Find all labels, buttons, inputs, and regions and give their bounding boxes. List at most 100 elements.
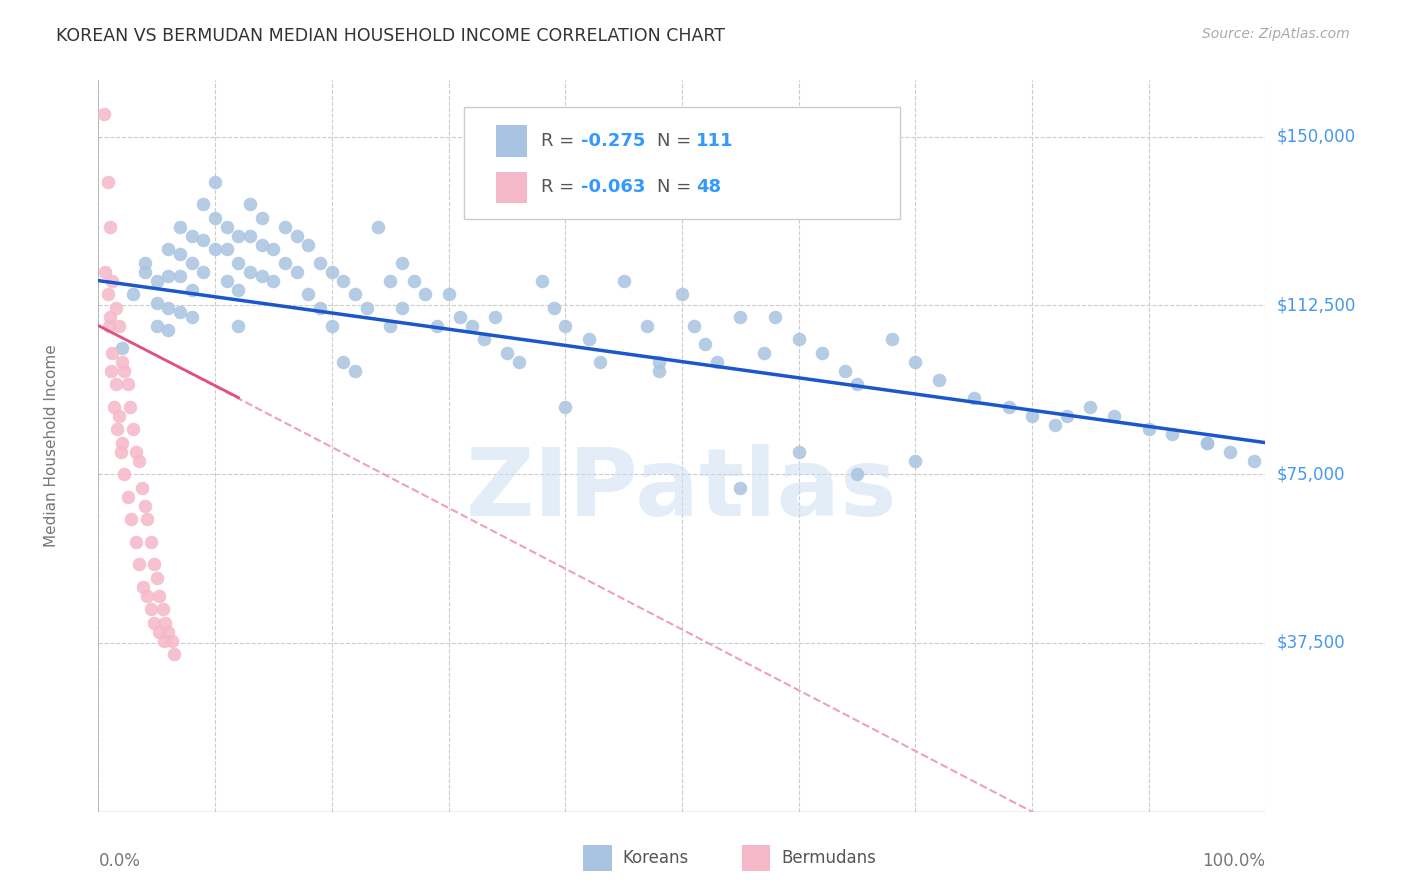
Point <box>880 332 903 346</box>
Point <box>297 237 319 252</box>
Point <box>1195 435 1218 450</box>
Point <box>1137 422 1160 436</box>
Point <box>105 422 128 436</box>
Point <box>752 345 775 359</box>
Point <box>508 354 530 368</box>
Point <box>128 557 150 571</box>
Text: Median Household Income: Median Household Income <box>44 344 59 548</box>
Point <box>578 332 600 346</box>
Point <box>193 197 215 211</box>
Point <box>143 615 166 630</box>
Text: N =: N = <box>657 178 696 196</box>
Point <box>274 219 297 234</box>
Text: -0.063: -0.063 <box>581 178 645 196</box>
Point <box>484 310 506 324</box>
Point <box>356 301 378 315</box>
Point <box>143 557 166 571</box>
Point <box>380 318 402 333</box>
Point <box>730 481 752 495</box>
Point <box>1021 409 1043 423</box>
Point <box>180 228 202 243</box>
Text: 111: 111 <box>696 132 734 150</box>
Point <box>613 274 636 288</box>
Point <box>157 323 180 337</box>
Point <box>262 274 284 288</box>
Point <box>671 287 693 301</box>
Point <box>104 301 127 315</box>
Point <box>695 336 717 351</box>
Point <box>1080 400 1102 414</box>
Point <box>97 318 120 333</box>
Point <box>262 242 284 256</box>
Point <box>730 310 752 324</box>
Point <box>647 363 669 377</box>
Point <box>157 269 180 284</box>
Text: Koreans: Koreans <box>623 849 689 867</box>
Text: 0.0%: 0.0% <box>98 852 141 870</box>
Point <box>148 624 170 639</box>
Point <box>647 354 669 368</box>
Text: 100.0%: 100.0% <box>1202 852 1265 870</box>
Point <box>98 310 121 324</box>
Point <box>811 345 834 359</box>
Point <box>228 283 250 297</box>
Point <box>146 318 169 333</box>
Point <box>122 287 145 301</box>
Point <box>112 467 135 482</box>
Point <box>1195 435 1218 450</box>
Point <box>904 453 927 467</box>
Point <box>120 512 142 526</box>
Point <box>104 377 127 392</box>
Point <box>1056 409 1078 423</box>
Point <box>402 274 425 288</box>
Point <box>101 274 124 288</box>
Point <box>204 211 226 225</box>
Point <box>787 332 810 346</box>
Point <box>215 242 238 256</box>
Point <box>589 354 612 368</box>
Point <box>169 246 191 260</box>
Point <box>1243 453 1265 467</box>
Point <box>118 400 141 414</box>
Point <box>997 400 1019 414</box>
Point <box>321 318 343 333</box>
Point <box>148 589 170 603</box>
Point <box>380 274 402 288</box>
Point <box>449 310 471 324</box>
Point <box>125 444 148 458</box>
Point <box>215 219 238 234</box>
Point <box>787 444 810 458</box>
Point <box>108 409 131 423</box>
Point <box>180 283 202 297</box>
Point <box>97 287 120 301</box>
Point <box>111 354 134 368</box>
Point <box>321 264 343 278</box>
Point <box>239 197 262 211</box>
Point <box>103 400 125 414</box>
Text: -0.275: -0.275 <box>581 132 645 150</box>
Point <box>153 615 176 630</box>
Point <box>846 467 869 482</box>
Point <box>146 571 169 585</box>
Point <box>108 318 131 333</box>
Text: ZIPatlas: ZIPatlas <box>467 444 897 536</box>
Point <box>846 377 869 392</box>
Point <box>413 287 436 301</box>
Point <box>426 318 449 333</box>
Point <box>180 310 202 324</box>
Point <box>117 490 139 504</box>
Point <box>125 534 148 549</box>
Point <box>461 318 484 333</box>
Point <box>111 435 134 450</box>
Point <box>152 633 174 648</box>
Point <box>134 264 156 278</box>
Point <box>169 269 191 284</box>
Point <box>472 332 495 346</box>
Point <box>132 580 155 594</box>
Point <box>309 255 332 269</box>
Text: $75,000: $75,000 <box>1277 465 1346 483</box>
Point <box>117 377 139 392</box>
Point <box>367 219 389 234</box>
Point <box>112 363 135 377</box>
Point <box>131 481 153 495</box>
